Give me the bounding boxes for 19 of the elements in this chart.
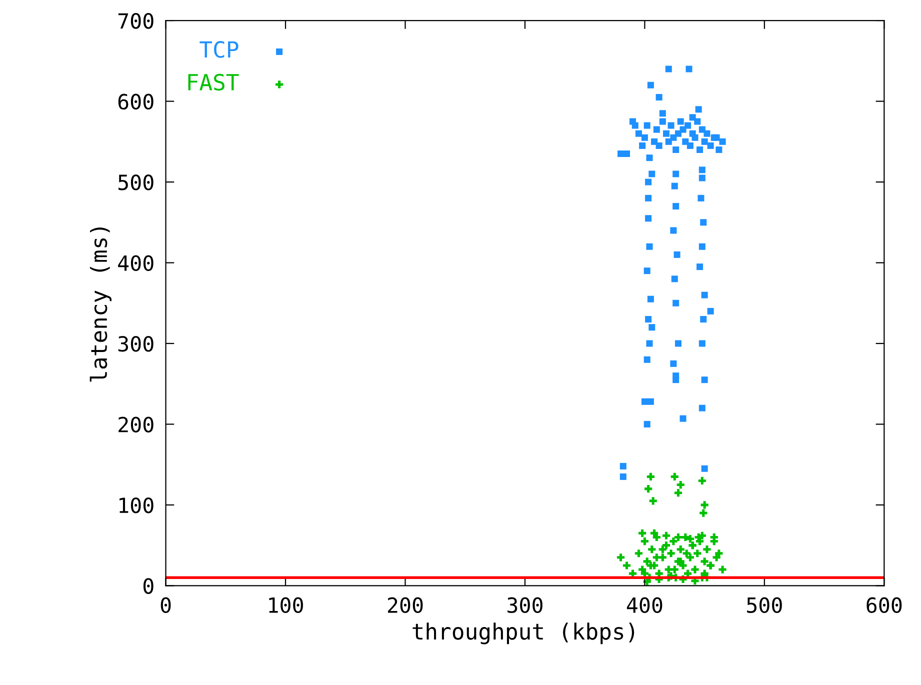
y-tick-label: 400 [118,255,154,272]
y-tick-label: 100 [120,497,154,514]
y-tick-label: 700 [118,13,154,29]
x-tick-label: 100 [269,597,303,614]
legend-label: FAST [188,74,239,91]
x-axis-title: throughput (kbps) [412,622,634,644]
x-tick-label: 600 [866,597,902,614]
y-tick-label: 600 [118,94,154,110]
x-tick-label: 400 [626,597,662,614]
y-axis-title: latency (ms) [90,227,112,382]
legend-label: TCP [200,41,238,58]
x-tick-label: 200 [388,597,423,614]
y-tick-label: 200 [118,416,154,432]
y-tick-label: 0 [143,578,154,594]
x-tick-label: 0 [160,597,171,614]
y-tick-label: 300 [118,336,154,352]
y-tick-label: 500 [118,174,154,190]
x-tick-label: 500 [747,597,782,614]
x-tick-label: 300 [508,597,542,614]
